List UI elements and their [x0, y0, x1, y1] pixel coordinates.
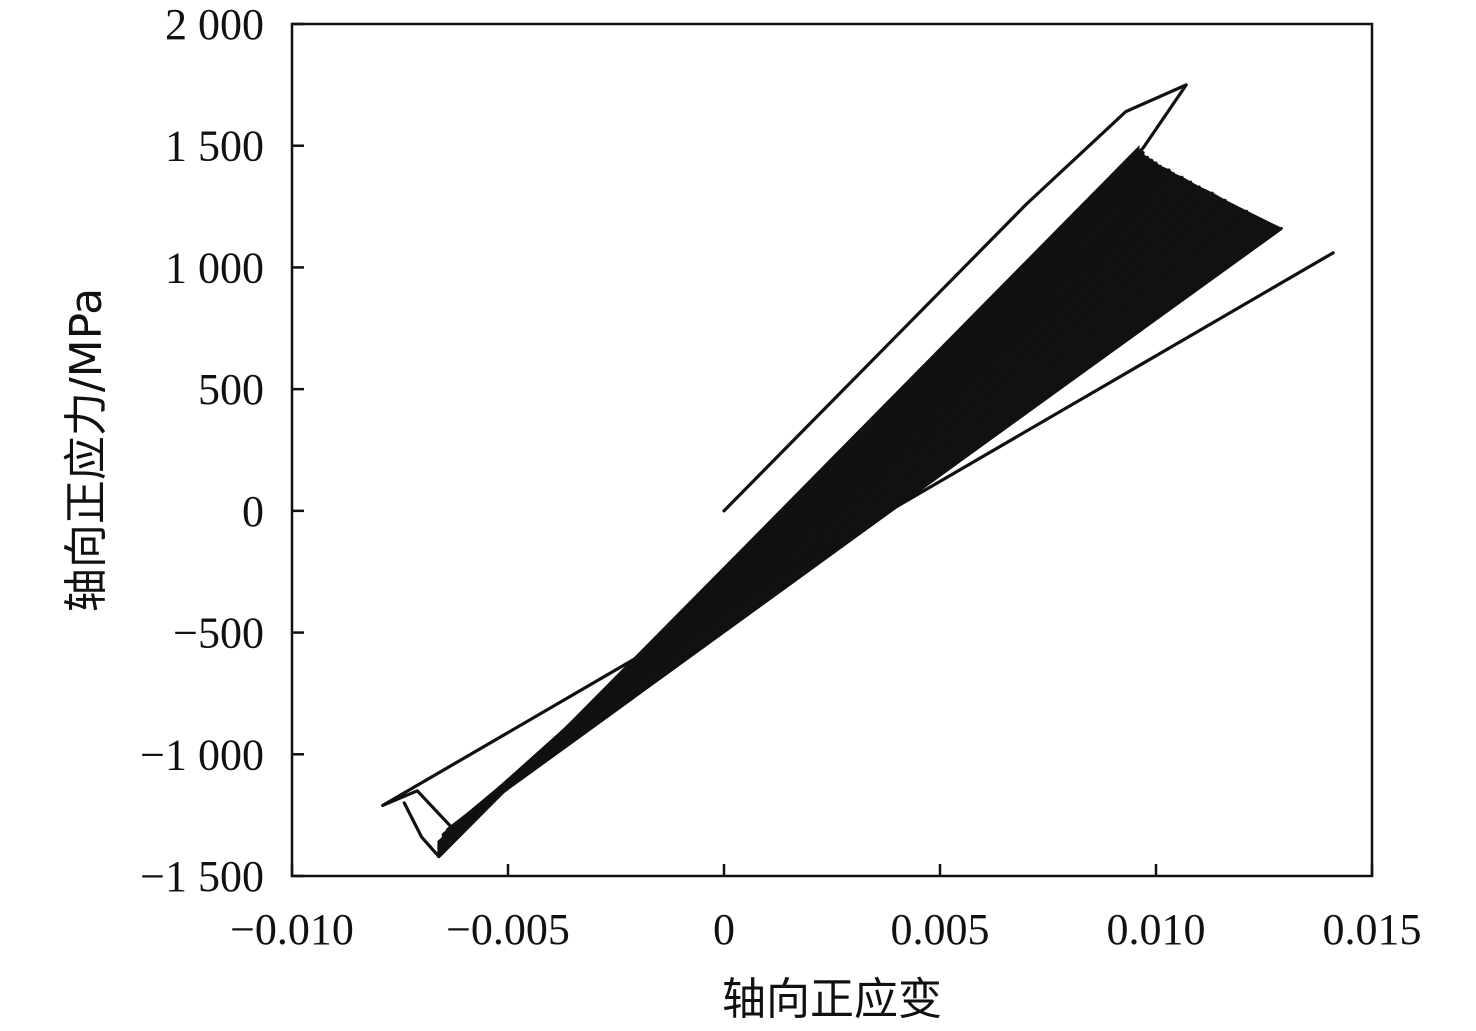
plot-frame	[290, 22, 1374, 878]
y-tick-label: −1 000	[140, 730, 264, 779]
x-axis-title: 轴向正应变	[722, 974, 942, 1025]
cycle-band-fill	[438, 145, 1283, 859]
x-tick-label: 0.015	[1323, 905, 1422, 954]
series-line	[381, 251, 1335, 834]
series-line	[402, 83, 1188, 859]
y-axis-ticks: 2 000 1 500 1 000 500 0 −500 −1 000 −1 500	[140, 0, 304, 901]
x-axis-ticks: −0.010 −0.005 0 0.005 0.010 0.015	[230, 864, 1422, 954]
y-axis-title: 轴向正应力/MPa	[61, 288, 112, 612]
x-tick-label: −0.005	[446, 905, 570, 954]
cycle-line	[441, 180, 1193, 842]
y-tick-label: 0	[242, 487, 264, 536]
x-tick-label: 0	[713, 905, 735, 954]
cycle-band	[437, 145, 1283, 859]
x-tick-label: 0.010	[1107, 905, 1206, 954]
x-tick-label: 0.005	[891, 905, 990, 954]
y-tick-label: 500	[198, 365, 264, 414]
y-tick-label: 1 500	[165, 122, 264, 171]
cycle-line	[450, 226, 1283, 829]
series-lines	[381, 83, 1335, 859]
y-tick-label: 2 000	[165, 0, 264, 49]
y-tick-label: 1 000	[165, 243, 264, 292]
y-tick-label: −500	[173, 609, 264, 658]
x-tick-label: −0.010	[230, 905, 354, 954]
cycle-line	[445, 209, 1249, 832]
cycle-line	[445, 198, 1227, 834]
y-tick-label: −1 500	[140, 852, 264, 901]
